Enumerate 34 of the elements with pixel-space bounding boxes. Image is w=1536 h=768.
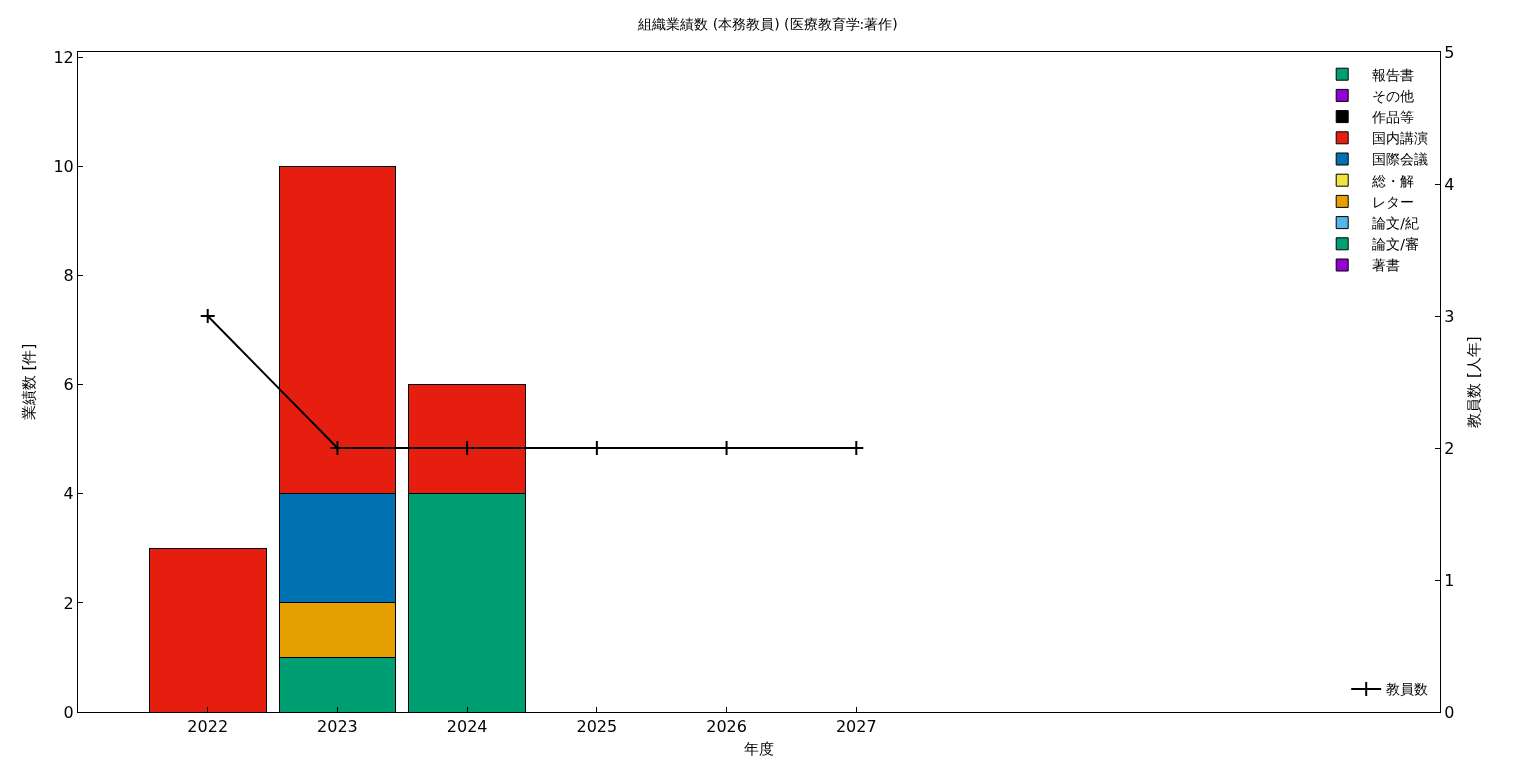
legend-label: 総・解 [1371, 172, 1415, 189]
x-tick-label: 2024 [446, 717, 488, 737]
legend-label: 国内講演 [1372, 130, 1429, 147]
y-axis-title: 業績数 [件] [19, 343, 38, 421]
y2-tick-label: 4 [1444, 174, 1455, 194]
y2-tick-label: 5 [1444, 42, 1455, 62]
x-tick-label: 2023 [317, 717, 358, 737]
y-tick-label: 6 [63, 375, 74, 395]
chart-title: 組織業績数 (本務教員) (医療教育学:著作) [637, 16, 898, 32]
y-tick-label: 4 [63, 484, 74, 504]
y-tick-label: 10 [53, 157, 74, 177]
y2-tick-label: 1 [1444, 570, 1455, 590]
y-tick-label: 8 [63, 266, 74, 286]
x-tick-label: 2025 [576, 717, 618, 737]
y-tick-label: 12 [53, 48, 74, 68]
legend-label: 教員数 [1386, 681, 1429, 698]
legend-label: その他 [1372, 87, 1415, 104]
y2-axis-title: 教員数 [人年] [1465, 336, 1484, 428]
x-tick-label: 2027 [835, 717, 877, 737]
y2-tick-label: 3 [1444, 306, 1455, 326]
legend-label: 論文/審 [1372, 236, 1419, 253]
x-tick-label: 2022 [187, 717, 229, 737]
x-tick-label: 2026 [706, 717, 747, 737]
y2-tick-label: 0 [1444, 702, 1455, 722]
legend-label: 作品等 [1371, 109, 1415, 126]
legend-label: 論文/紀 [1372, 215, 1419, 232]
x-axis-title: 年度 [744, 740, 774, 759]
legend-label: 著書 [1372, 257, 1401, 274]
y-tick-label: 0 [63, 702, 74, 722]
legend-label: 国際会議 [1372, 151, 1429, 168]
legend-label: レター [1372, 193, 1415, 210]
legend-label: 報告書 [1372, 66, 1415, 83]
y-tick-label: 2 [63, 593, 74, 613]
y2-tick-label: 2 [1444, 438, 1455, 458]
